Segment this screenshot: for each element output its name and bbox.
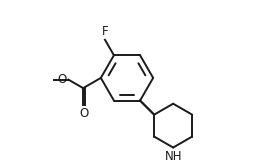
Text: F: F	[102, 25, 108, 38]
Text: NH: NH	[164, 150, 182, 163]
Text: O: O	[80, 107, 89, 120]
Text: O: O	[57, 73, 67, 86]
